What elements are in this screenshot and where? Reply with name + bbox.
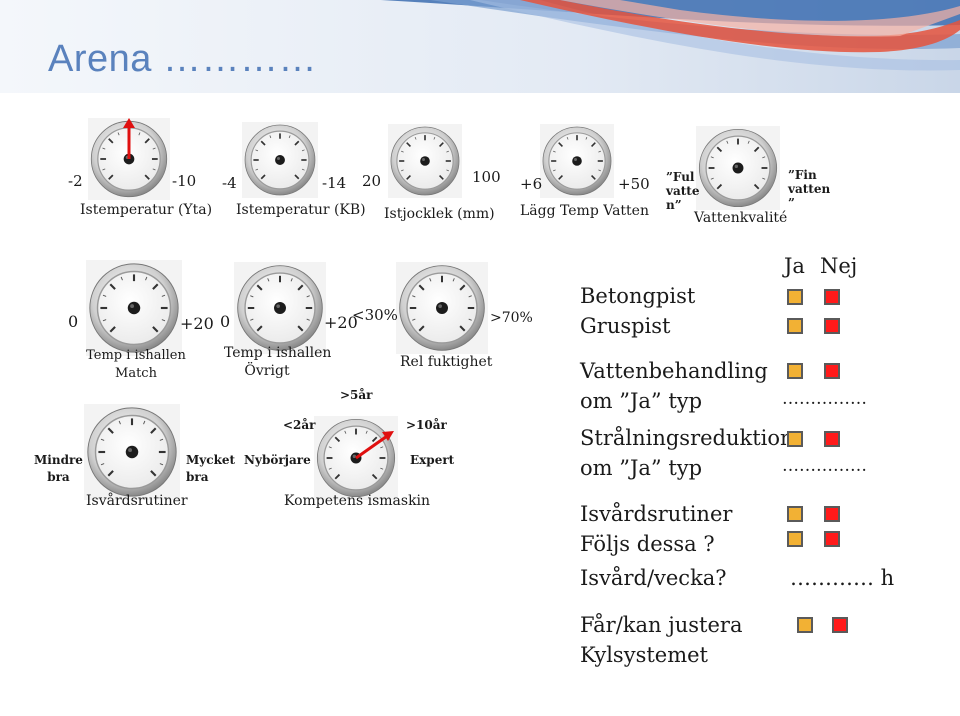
yes-header: Ja (784, 254, 805, 278)
checkbox-no[interactable] (824, 318, 840, 334)
fill-line[interactable]: …………… (782, 389, 867, 409)
gauge-max: +20 (180, 314, 214, 333)
checkbox-yes[interactable] (787, 531, 803, 547)
gauge-max: -14 (322, 174, 347, 192)
gauge-min: Nybörjare (244, 453, 311, 467)
gauge-min: <30% (352, 306, 398, 324)
gauge-label: Kompetens ismaskin (284, 493, 431, 509)
gauge-lagg-temp-vatten (540, 124, 614, 198)
gauge-min: 20 (362, 172, 382, 190)
fill-line[interactable]: ………… h (790, 566, 895, 590)
checkbox-yes[interactable] (787, 289, 803, 305)
gauge-min: ”Ful vatte n” (666, 170, 700, 212)
gauge-max: 100 (472, 168, 501, 186)
item-kylsystemet: Kylsystemet (580, 643, 708, 667)
checkbox-yes[interactable] (787, 363, 803, 379)
needle-arrow-icon (382, 431, 394, 441)
needle (355, 432, 391, 460)
gauge-max: ”Fin vatten ” (788, 168, 831, 210)
item-betongpist: Betongpist (580, 284, 696, 308)
checkbox-no[interactable] (832, 617, 848, 633)
checkbox-yes[interactable] (787, 318, 803, 334)
item-stralningsreduktion: Strålningsreduktion (580, 426, 794, 450)
gauge-label: Temp i ishallen Övrigt (224, 345, 332, 379)
checkbox-yes[interactable] (787, 506, 803, 522)
gauge-min: Mindre bra (34, 453, 83, 484)
gauge-max: >70% (490, 310, 533, 326)
gauge-istjocklek (388, 124, 462, 198)
fill-line[interactable]: …………… (782, 456, 867, 476)
gauge-max: +50 (618, 175, 650, 193)
checkbox-no[interactable] (824, 431, 840, 447)
gauge-min: -2 (68, 172, 83, 190)
no-header: Nej (820, 254, 858, 278)
item-vattenbehandling: Vattenbehandling (580, 359, 768, 383)
gauge-min: +6 (520, 175, 543, 193)
gauge-mark-low: <2år (283, 418, 316, 432)
item-vatten-typ: om ”Ja” typ (580, 389, 703, 413)
gauge-temp-match (86, 260, 182, 356)
gauge-max: -10 (172, 172, 197, 190)
gauge-label: Temp i ishallen Match (86, 348, 186, 381)
checkbox-no[interactable] (824, 363, 840, 379)
gauge-rel-fuktighet (396, 262, 488, 354)
checkbox-no[interactable] (824, 506, 840, 522)
gauge-min: 0 (68, 312, 79, 331)
item-isvard-vecka: Isvård/vecka? (580, 566, 727, 590)
checkbox-yes[interactable] (787, 431, 803, 447)
page-title: Arena ………… (48, 38, 317, 80)
gauge-label: Istjocklek (mm) (384, 206, 495, 222)
gauge-min: -4 (222, 174, 237, 192)
gauge-istemperatur-kb (242, 122, 318, 198)
gauge-max: +20 (324, 313, 358, 332)
gauge-label: Istemperatur (Yta) (80, 202, 213, 218)
item-stralning-typ: om ”Ja” typ (580, 456, 703, 480)
gauge-vattenkvalite (696, 126, 780, 210)
gauge-label: Isvårdsrutiner (86, 493, 188, 509)
gauge-temp-ovrigt (234, 262, 326, 354)
checkbox-no[interactable] (824, 289, 840, 305)
gauge-min: 0 (220, 312, 231, 331)
item-far-kan-justera: Får/kan justera (580, 613, 743, 637)
gauge-mark-high: >10år (406, 418, 447, 432)
gauge-kompetens-ismaskin (314, 416, 398, 500)
gauge-label: Istemperatur (KB) (236, 202, 366, 218)
checkbox-no[interactable] (824, 531, 840, 547)
header-banner (0, 0, 960, 95)
gauge-max: Expert (410, 453, 455, 467)
gauge-label: Rel fuktighet (400, 354, 493, 370)
needle-arrow-icon (123, 118, 135, 128)
checkbox-yes[interactable] (797, 617, 813, 633)
gauge-istemperatur-yta (88, 118, 170, 200)
gauge-max: Mycket bra (186, 453, 236, 484)
gauge-mark-mid: >5år (340, 388, 373, 402)
gauge-isvardsrutiner (84, 404, 180, 500)
item-gruspist: Gruspist (580, 314, 671, 338)
item-isvardsrutiner: Isvårdsrutiner (580, 502, 733, 526)
gauge-label: Vattenkvalité (694, 210, 788, 226)
gauge-label: Lägg Temp Vatten (520, 203, 649, 219)
item-foljs-dessa: Följs dessa ? (580, 532, 715, 556)
